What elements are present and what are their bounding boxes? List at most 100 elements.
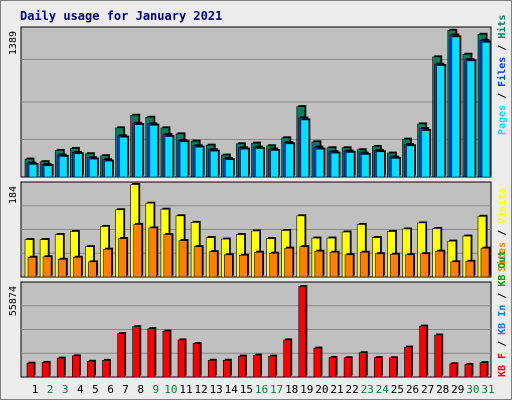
sites-bar xyxy=(27,256,37,278)
x-tick-label: 13 xyxy=(210,383,223,396)
pages-bar xyxy=(300,119,310,178)
sites-bar xyxy=(480,247,490,278)
pages-bar xyxy=(391,158,400,178)
kbf-bar xyxy=(253,354,261,378)
pages-bar xyxy=(345,152,355,178)
sites-bar xyxy=(118,238,127,278)
pages-bar xyxy=(179,141,189,178)
x-tick-label: 5 xyxy=(92,383,99,396)
sites-bar xyxy=(374,253,384,278)
kbf-bar xyxy=(132,326,140,378)
kbf-bar xyxy=(268,355,276,378)
legend-item: KB Out xyxy=(497,251,508,287)
x-tick-label: 28 xyxy=(436,383,449,396)
sites-bar xyxy=(299,246,309,278)
pages-bar xyxy=(285,143,295,178)
x-tick-label: 24 xyxy=(376,383,390,396)
sites-bar xyxy=(269,252,278,278)
kbf-bar xyxy=(117,333,125,378)
kbf-bar xyxy=(373,357,382,378)
kbf-bar xyxy=(479,362,488,378)
sites-bar xyxy=(329,251,339,278)
kbf-bar xyxy=(313,347,322,378)
pages-bar xyxy=(360,154,370,178)
sites-bar xyxy=(133,224,142,278)
x-tick-label: 9 xyxy=(152,383,159,396)
pages-bar xyxy=(194,146,204,178)
kbf-bar xyxy=(56,357,65,378)
legend-item: Pages xyxy=(497,105,508,135)
kbf-bar xyxy=(358,352,367,378)
kbf-bar xyxy=(434,334,443,378)
legend-item: / xyxy=(497,287,508,305)
sites-bar xyxy=(57,259,67,278)
pages-bar xyxy=(406,145,415,178)
legend-item: Files xyxy=(496,57,508,87)
pages-bar xyxy=(255,148,264,178)
kbf-bar xyxy=(223,359,231,378)
pages-bar xyxy=(134,124,143,178)
kbf-bar xyxy=(449,363,458,378)
sites-bar xyxy=(284,247,294,278)
kbf-bar xyxy=(41,362,50,378)
sites-bar xyxy=(450,261,460,278)
sites-bar xyxy=(42,256,52,278)
kbf-bar xyxy=(419,325,427,378)
pages-bar xyxy=(89,158,98,178)
legend-item: / xyxy=(497,87,508,105)
panel-2-ymax-label: 184 xyxy=(8,186,19,204)
x-tick-label: 11 xyxy=(179,383,192,396)
pages-bar xyxy=(28,164,38,178)
kbf-bar xyxy=(102,360,110,378)
sites-bar xyxy=(390,253,399,278)
pages-bar xyxy=(451,36,461,178)
sites-bar xyxy=(73,256,82,278)
legend-item: KB F xyxy=(497,353,508,377)
x-tick-label: 3 xyxy=(62,383,69,396)
kbf-bar xyxy=(404,346,412,378)
x-tick-label: 18 xyxy=(285,383,298,396)
pages-bar xyxy=(436,65,446,178)
pages-bar xyxy=(74,153,83,178)
pages-bar xyxy=(375,151,385,178)
x-tick-label: 21 xyxy=(330,383,343,396)
legend-item: Sites xyxy=(496,242,508,272)
sites-bar xyxy=(420,253,429,278)
kbf-bar xyxy=(283,339,292,378)
x-tick-label: 22 xyxy=(345,383,358,396)
pages-bar xyxy=(225,159,234,178)
legend-item: Visits xyxy=(496,188,508,224)
x-tick-label: 10 xyxy=(164,383,177,396)
x-tick-label: 1 xyxy=(32,383,39,396)
pages-bar xyxy=(481,41,491,178)
kbf-bar xyxy=(162,330,171,378)
pages-bar xyxy=(270,150,279,178)
legend-item: Hits xyxy=(496,15,508,39)
pages-bar xyxy=(240,148,249,178)
sites-bar xyxy=(224,254,233,278)
x-tick-label: 15 xyxy=(240,383,253,396)
sites-bar xyxy=(435,250,445,278)
kbf-bar xyxy=(87,360,95,378)
legend-item: / xyxy=(497,39,508,57)
kbf-bar xyxy=(72,355,80,378)
pages-bar xyxy=(119,136,128,178)
x-tick-label: 4 xyxy=(77,383,84,396)
x-tick-label: 31 xyxy=(481,383,494,396)
kbf-bar xyxy=(177,339,186,378)
sites-bar xyxy=(208,251,218,278)
kbf-bar xyxy=(147,328,156,378)
panel-3-ymax-label: 55874 xyxy=(8,286,19,316)
kbf-bar xyxy=(192,343,201,378)
sites-bar xyxy=(314,250,324,278)
kbf-bar xyxy=(328,357,337,378)
sites-bar xyxy=(88,261,97,278)
x-tick-label: 27 xyxy=(421,383,434,396)
x-tick-label: 26 xyxy=(406,383,419,396)
kbf-bar xyxy=(389,357,397,378)
pages-bar xyxy=(421,130,430,178)
x-tick-label: 8 xyxy=(137,383,144,396)
legend-item: / xyxy=(497,224,508,242)
x-tick-label: 14 xyxy=(225,383,239,396)
